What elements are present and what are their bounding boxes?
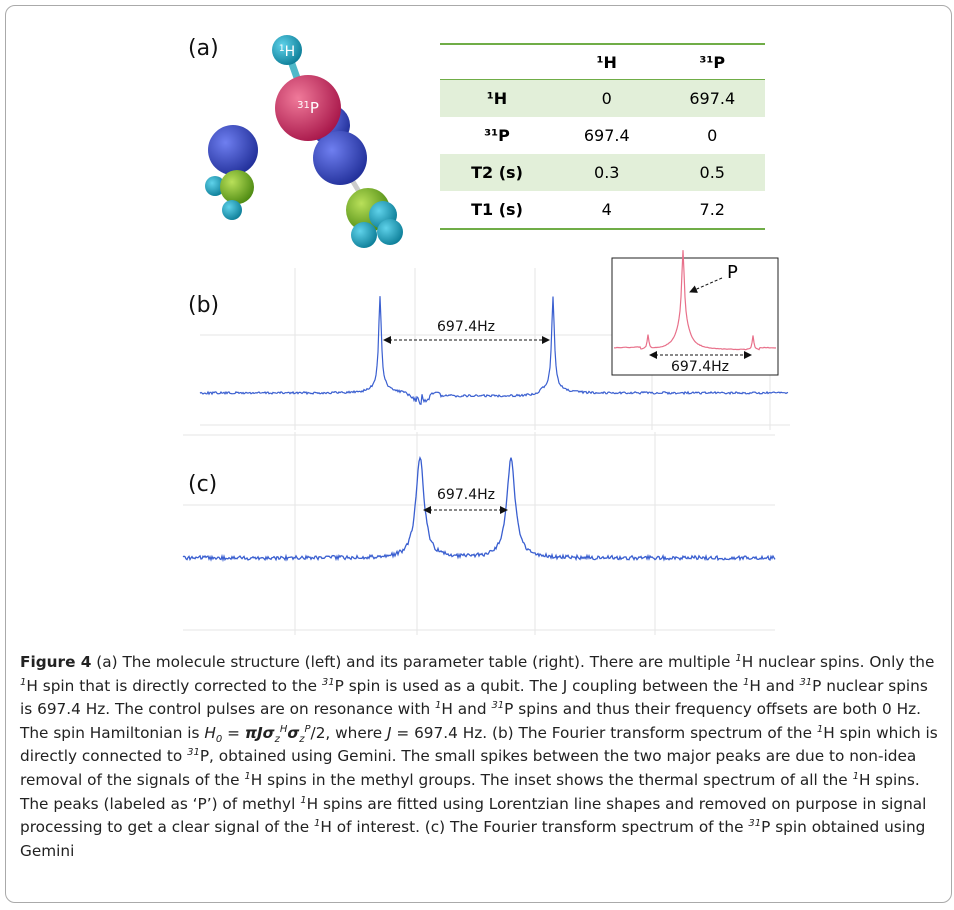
caption-text: H spins in the methyl groups. The inset … [251,771,853,789]
caption-text: 31 [748,818,761,829]
caption-text: z [299,734,304,745]
spacing-label: 697.4Hz [437,319,495,335]
spacing-label: 697.4Hz [671,359,729,375]
column-header: ¹H [554,44,660,80]
corner-cell [440,44,554,80]
column-header: ³¹P [660,44,766,80]
cell: 0 [554,80,660,118]
panel-label: (a) [188,36,219,61]
row-label: T2 (s) [440,154,554,191]
cell: 0.5 [660,154,766,191]
cell: 4 [554,191,660,229]
caption-text: = 697.4 Hz. (b) The Fourier transform sp… [392,724,817,742]
molecule: 1H 31P [205,35,403,248]
caption-text: πJσ [245,724,275,742]
caption-text: /2, where [311,724,387,742]
caption-text: z [275,734,280,745]
caption-text: H of interest. (c) The Fourier transform… [320,818,748,836]
caption-text: H and [441,700,491,718]
grid [183,432,775,635]
caption-text: Figure 4 [20,653,91,671]
caption: Figure 4 (a) The molecule structure (lef… [20,651,942,863]
spacing-label: 697.4Hz [437,487,495,503]
cell: 697.4 [660,80,766,118]
peak-label: P [727,262,738,283]
cell: 7.2 [660,191,766,229]
caption-text: 31 [187,747,200,758]
caption-text: 31 [322,677,335,688]
cell: 697.4 [554,117,660,154]
caption-text: 31 [491,700,504,711]
atom-symbol: P [310,99,319,117]
caption-text: P spin is used as a qubit. The J couplin… [335,677,743,695]
atom-mass: 31 [297,100,310,111]
atom-symbol: H [285,44,296,60]
cell: 0 [660,117,766,154]
caption-text: H spin that is directly corrected to the [26,677,322,695]
caption-text: (a) The molecule structure (left) and it… [91,653,735,671]
caption-text: H and [749,677,799,695]
caption-text: σ [287,724,299,742]
spectrum [183,458,775,560]
row-label: ¹H [440,80,554,118]
caption-text: = [222,724,245,742]
page: (a) 1H 31P (b) 697.4Hz P 697.4Hz (c) 6 [0,0,954,910]
row-label: ³¹P [440,117,554,154]
row-label: T1 (s) [440,191,554,229]
panel-label: (b) [188,293,219,318]
caption-text: H nuclear spins. Only the [742,653,935,671]
inset [612,258,778,375]
caption-text: 31 [799,677,812,688]
cell: 0.3 [554,154,660,191]
panel-label: (c) [188,472,217,497]
caption-text: H [204,724,216,742]
